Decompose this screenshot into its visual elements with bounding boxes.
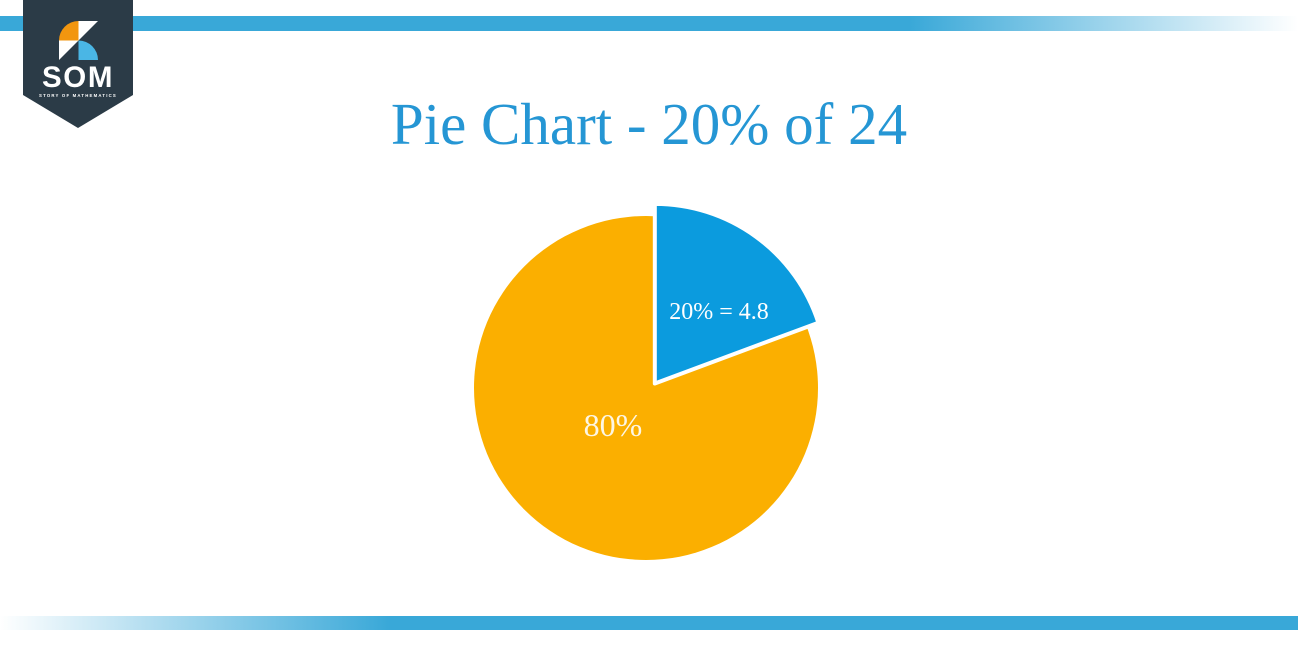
svg-text:20% = 4.8: 20% = 4.8 [669, 299, 769, 325]
svg-text:80%: 80% [584, 407, 643, 443]
